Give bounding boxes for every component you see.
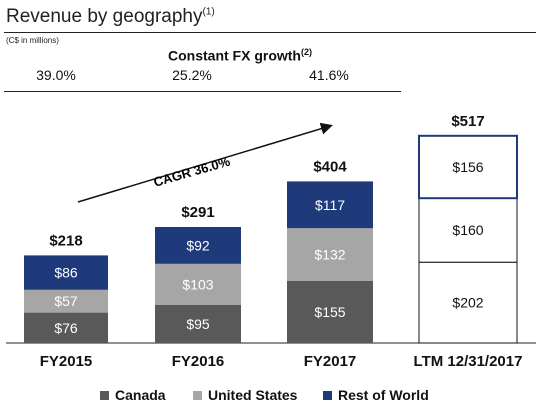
bar-united-states-fy2015 — [24, 289, 108, 313]
category-label-ltm-12-31-2017: LTM 12/31/2017 — [414, 353, 523, 370]
data-label-united-states-fy2015: $57 — [54, 293, 78, 309]
category-label-fy2015: FY2015 — [40, 353, 93, 370]
data-label-canada-fy2015: $76 — [54, 320, 78, 336]
data-label-canada-ltm-12-31-2017: $202 — [452, 295, 483, 311]
data-label-united-states-fy2017: $132 — [314, 247, 345, 263]
chart-title-text: Revenue by geography — [6, 6, 203, 27]
legend-swatch-rest-of-world — [323, 391, 332, 400]
data-label-canada-fy2017: $155 — [314, 304, 345, 320]
legend-item-canada: Canada — [100, 387, 166, 403]
bar-rest-of-world-ltm-12-31-2017 — [418, 134, 518, 200]
legend-swatch-united-states — [193, 391, 202, 400]
fx-header-text: Constant FX growth — [168, 47, 301, 64]
fx-header-footnote: (2) — [301, 47, 312, 57]
chart-title: Revenue by geography(1) — [6, 6, 215, 28]
bars-group: $76 $57 $86 $218 FY2015 $95 $103 $92 $291 FY2016 $… — [24, 113, 522, 370]
total-label-ltm-12-31-2017: $517 — [451, 113, 484, 130]
total-label-fy2017: $404 — [313, 158, 347, 175]
bar-rest-of-world-fy2016 — [155, 227, 241, 264]
legend-label-united-states: United States — [208, 387, 298, 403]
units-label: (C$ in millions) — [6, 36, 59, 45]
data-label-rest-of-world-fy2015: $86 — [54, 265, 78, 281]
bar-united-states-fy2016 — [155, 263, 241, 305]
fx-divider — [4, 91, 401, 92]
bar-canada-fy2015 — [24, 312, 108, 343]
legend-item-united-states: United States — [193, 387, 297, 403]
total-label-fy2016: $291 — [181, 204, 214, 221]
bar-united-states-fy2017 — [287, 228, 373, 281]
constant-fx-growth-header: Constant FX growth(2) — [80, 47, 400, 64]
total-label-fy2015: $218 — [49, 232, 82, 249]
bar-rest-of-world-fy2017 — [287, 181, 373, 229]
data-label-rest-of-world-fy2017: $117 — [315, 197, 345, 213]
category-label-fy2016: FY2016 — [172, 353, 225, 370]
data-label-canada-fy2016: $95 — [186, 316, 210, 332]
data-label-rest-of-world-ltm-12-31-2017: $156 — [452, 159, 483, 175]
chart-title-footnote: (1) — [202, 6, 215, 18]
data-label-rest-of-world-fy2016: $92 — [186, 237, 210, 253]
bar-canada-fy2017 — [287, 281, 373, 343]
legend-swatch-canada — [100, 391, 109, 400]
bar-canada-fy2016 — [155, 305, 241, 343]
legend-label-canada: Canada — [115, 387, 166, 403]
cagr-label: CAGR 36.0% — [152, 153, 232, 189]
cagr-arrow — [77, 122, 333, 203]
legend-label-rest-of-world: Rest of World — [338, 387, 429, 403]
category-label-fy2017: FY2017 — [304, 353, 357, 370]
fx-growth-fy2017: 41.6% — [309, 67, 349, 83]
bar-rest-of-world-fy2015 — [24, 255, 108, 290]
data-label-united-states-fy2016: $103 — [182, 276, 213, 292]
title-divider — [4, 32, 536, 33]
bar-canada-ltm-12-31-2017 — [418, 261, 518, 344]
legend-item-rest-of-world: Rest of World — [323, 387, 429, 403]
fx-growth-fy2016: 25.2% — [172, 67, 212, 83]
data-label-united-states-ltm-12-31-2017: $160 — [452, 222, 483, 238]
fx-growth-fy2015: 39.0% — [36, 67, 76, 83]
